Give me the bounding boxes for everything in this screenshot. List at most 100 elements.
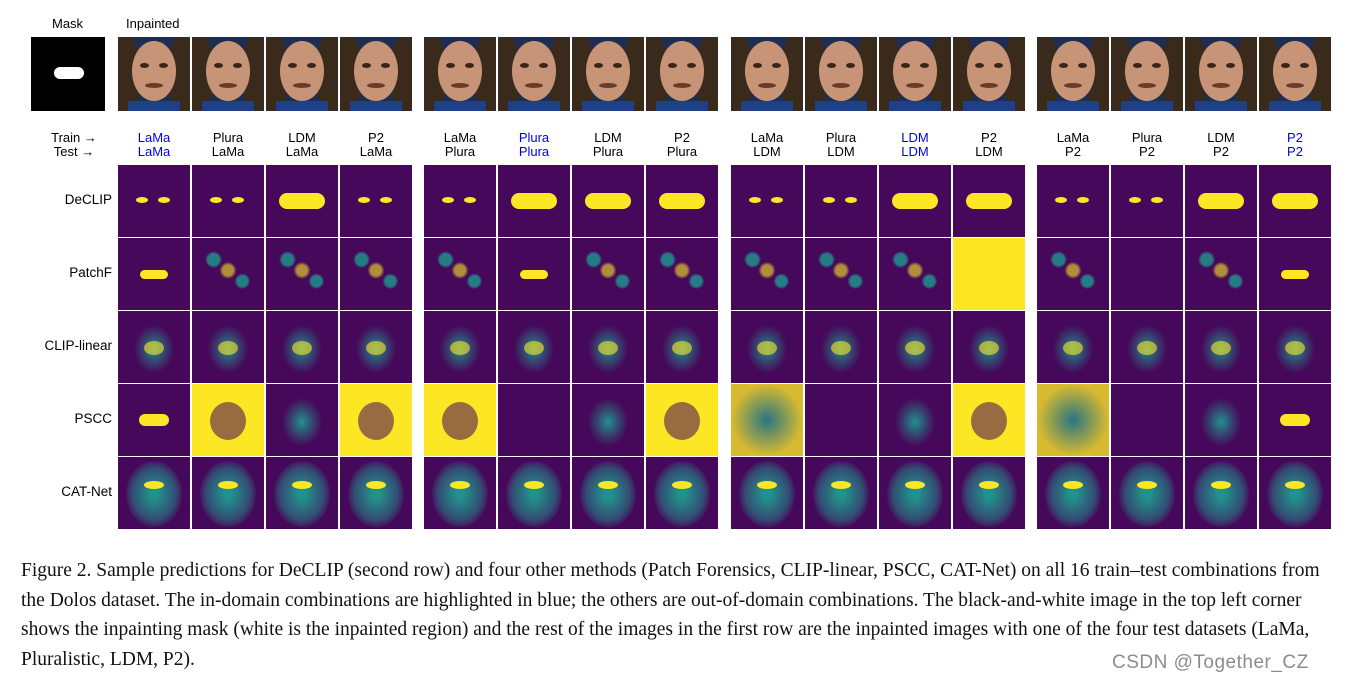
face-feature bbox=[446, 63, 455, 68]
heatmap-region bbox=[282, 398, 322, 446]
heatmap-region bbox=[1063, 481, 1083, 489]
prediction-heatmap bbox=[646, 238, 718, 310]
heatmap-region bbox=[1119, 461, 1175, 527]
prediction-heatmap bbox=[879, 384, 951, 456]
prediction-heatmap bbox=[1185, 238, 1257, 310]
face-feature bbox=[893, 41, 937, 101]
column-train-label: Plura bbox=[518, 130, 550, 145]
face-feature bbox=[827, 63, 836, 68]
face-feature bbox=[219, 83, 237, 88]
column-train-label: LaMa bbox=[137, 130, 171, 145]
heatmap-region bbox=[905, 341, 925, 355]
heatmap-region bbox=[126, 461, 182, 527]
heatmap-region bbox=[442, 197, 454, 203]
face-feature bbox=[474, 37, 496, 111]
prediction-heatmap bbox=[805, 165, 877, 237]
heatmap-region bbox=[348, 461, 404, 527]
prediction-heatmap bbox=[498, 384, 570, 456]
heatmap-region bbox=[424, 238, 496, 310]
face-feature bbox=[906, 83, 924, 88]
prediction-heatmap bbox=[424, 457, 496, 529]
heatmap-region bbox=[979, 481, 999, 489]
heatmap-region bbox=[961, 461, 1017, 527]
prediction-heatmap bbox=[118, 384, 190, 456]
prediction-heatmap bbox=[805, 238, 877, 310]
face-feature bbox=[1309, 37, 1331, 111]
heatmap-region bbox=[1151, 197, 1163, 203]
heatmap-region bbox=[520, 269, 548, 279]
heatmap-region bbox=[358, 402, 394, 440]
heatmap-region bbox=[739, 461, 795, 527]
prediction-heatmap bbox=[424, 238, 496, 310]
prediction-heatmap bbox=[1037, 238, 1109, 310]
prediction-heatmap bbox=[731, 457, 803, 529]
heatmap-region bbox=[210, 402, 246, 440]
heatmap-region bbox=[598, 341, 618, 355]
inpainted-face-image bbox=[731, 37, 803, 111]
heatmap-region bbox=[292, 481, 312, 489]
face-feature bbox=[1064, 83, 1082, 88]
heatmap-region bbox=[340, 238, 412, 310]
row-label-patchf: PatchF bbox=[69, 265, 112, 280]
face-feature bbox=[202, 101, 254, 111]
prediction-heatmap bbox=[340, 311, 412, 383]
face-feature bbox=[1152, 63, 1161, 68]
column-test-label: LaMa bbox=[211, 144, 245, 159]
column-test-label: LDM bbox=[753, 144, 781, 159]
heatmap-region bbox=[771, 197, 783, 203]
prediction-heatmap bbox=[953, 384, 1025, 456]
face-feature bbox=[1212, 83, 1230, 88]
prediction-heatmap bbox=[953, 165, 1025, 237]
prediction-heatmap bbox=[1037, 384, 1109, 456]
heatmap-region bbox=[757, 341, 777, 355]
face-feature bbox=[354, 41, 398, 101]
column-test-label: LDM bbox=[975, 144, 1003, 159]
face-feature bbox=[599, 83, 617, 88]
heatmap-region bbox=[218, 481, 238, 489]
face-feature bbox=[350, 101, 402, 111]
prediction-heatmap bbox=[1185, 165, 1257, 237]
prediction-heatmap bbox=[879, 311, 951, 383]
face-feature bbox=[832, 83, 850, 88]
heatmap-region bbox=[192, 238, 264, 310]
prediction-heatmap bbox=[805, 311, 877, 383]
heatmap-region bbox=[158, 197, 170, 203]
heatmap-region bbox=[585, 193, 631, 209]
heatmap-region bbox=[266, 238, 338, 310]
heatmap-region bbox=[831, 481, 851, 489]
face-feature bbox=[508, 101, 560, 111]
heatmap-region bbox=[218, 341, 238, 355]
heatmap-region bbox=[1193, 461, 1249, 527]
face-feature bbox=[520, 63, 529, 68]
heatmap-region bbox=[580, 461, 636, 527]
prediction-heatmap bbox=[1111, 311, 1183, 383]
face-feature bbox=[288, 63, 297, 68]
face-feature bbox=[753, 63, 762, 68]
face-feature bbox=[758, 83, 776, 88]
column-test-label: LaMa bbox=[137, 144, 171, 159]
face-feature bbox=[512, 41, 556, 101]
face-feature bbox=[1133, 63, 1142, 68]
column-test-label: P2 bbox=[1213, 144, 1229, 159]
column-train-label: P2 bbox=[368, 130, 384, 145]
prediction-heatmap bbox=[731, 238, 803, 310]
face-feature bbox=[145, 83, 163, 88]
prediction-heatmap bbox=[1037, 311, 1109, 383]
face-feature bbox=[465, 63, 474, 68]
face-feature bbox=[1059, 63, 1068, 68]
face-feature bbox=[967, 41, 1011, 101]
heatmap-region bbox=[200, 461, 256, 527]
inpainted-face-image bbox=[805, 37, 877, 111]
face-feature bbox=[307, 63, 316, 68]
heatmap-region bbox=[524, 481, 544, 489]
heatmap-region bbox=[1063, 341, 1083, 355]
face-feature bbox=[1281, 63, 1290, 68]
heatmap-region bbox=[1285, 341, 1305, 355]
heatmap-region bbox=[659, 193, 705, 209]
prediction-heatmap bbox=[805, 457, 877, 529]
column-test-label: P2 bbox=[1139, 144, 1155, 159]
face-feature bbox=[1300, 63, 1309, 68]
column-test-label: LDM bbox=[827, 144, 855, 159]
column-test-label: Plura bbox=[518, 144, 550, 159]
row-label-clip-linear: CLIP-linear bbox=[44, 338, 112, 353]
